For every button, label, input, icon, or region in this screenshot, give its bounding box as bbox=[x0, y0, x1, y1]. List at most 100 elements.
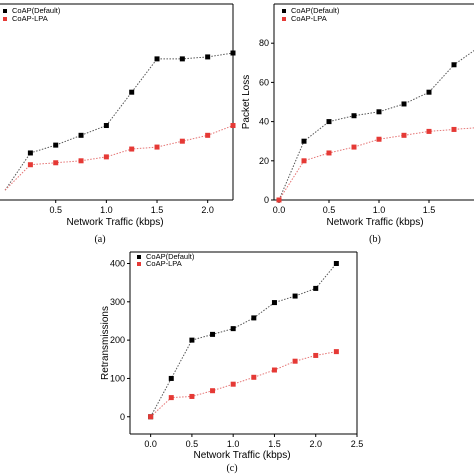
data-point-default bbox=[313, 285, 319, 291]
data-point-default bbox=[78, 132, 84, 138]
legend-label-default: CoAP(Default) bbox=[146, 252, 195, 261]
data-point-lpa bbox=[210, 388, 216, 394]
legend-marker-default bbox=[3, 9, 7, 13]
data-point-lpa bbox=[333, 349, 339, 355]
data-point-lpa bbox=[230, 381, 236, 387]
y-tick-label: 0 bbox=[120, 412, 125, 422]
x-tick-label: 0.5 bbox=[49, 205, 62, 215]
data-point-default bbox=[230, 50, 236, 56]
data-point-lpa bbox=[376, 136, 382, 142]
y-tick-label: 60 bbox=[259, 77, 269, 87]
chart-b-legend: CoAP(Default) CoAP-LPA bbox=[282, 6, 340, 23]
chart-c-legend: CoAP(Default) CoAP-LPA bbox=[137, 252, 195, 268]
chart-a-ticks: 0.5 1.0 1.5 2.0 bbox=[49, 200, 214, 215]
data-point-lpa bbox=[451, 126, 457, 132]
data-point-lpa bbox=[27, 162, 33, 168]
data-point-lpa bbox=[189, 393, 195, 399]
data-point-default bbox=[426, 89, 432, 95]
x-tick-label: 0.0 bbox=[273, 205, 286, 215]
legend-marker-default bbox=[282, 9, 286, 13]
data-point-default bbox=[103, 123, 109, 129]
data-point-lpa bbox=[230, 123, 236, 129]
series-line-default bbox=[150, 263, 337, 417]
y-tick-label: 80 bbox=[259, 38, 269, 48]
chart-c: 0.0 0.5 1.0 1.5 2.0 2.5 0 100 200 300 400 CoAP(Def… bbox=[100, 251, 364, 474]
data-point-lpa bbox=[205, 132, 211, 138]
data-point-lpa bbox=[351, 144, 357, 150]
chart-c-x-label: Network Traffic (kbps) bbox=[193, 450, 290, 461]
data-point-lpa bbox=[78, 158, 84, 164]
chart-c-series-lines bbox=[150, 263, 337, 418]
x-tick-label: 1.5 bbox=[151, 205, 164, 215]
data-point-origin bbox=[148, 414, 154, 420]
data-point-default bbox=[351, 113, 357, 119]
x-tick-label: 1.0 bbox=[373, 205, 386, 215]
legend-label-default: CoAP(Default) bbox=[291, 6, 340, 15]
chart-b-y-label: Packet Loss bbox=[241, 75, 252, 129]
data-point-default bbox=[401, 101, 407, 107]
y-tick-label: 0 bbox=[264, 195, 269, 205]
data-point-lpa bbox=[179, 138, 185, 144]
y-tick-label: 400 bbox=[110, 258, 125, 268]
legend-marker-lpa bbox=[282, 17, 286, 21]
legend-label-lpa: CoAP-LPA bbox=[12, 14, 48, 23]
chart-b-caption: (b) bbox=[369, 234, 381, 245]
data-point-default bbox=[292, 293, 298, 299]
data-point-default bbox=[205, 54, 211, 60]
legend-marker-lpa bbox=[137, 262, 141, 266]
data-point-origin bbox=[276, 197, 282, 203]
series-line-lpa bbox=[150, 351, 337, 418]
data-point-default bbox=[251, 315, 257, 321]
x-tick-label: 2.5 bbox=[351, 439, 364, 449]
y-tick-label: 200 bbox=[110, 335, 125, 345]
x-tick-label: 0.0 bbox=[144, 439, 157, 449]
data-point-lpa bbox=[154, 144, 160, 150]
data-point-lpa bbox=[129, 146, 135, 152]
x-tick-label: 1.0 bbox=[227, 439, 240, 449]
x-tick-label: 1.5 bbox=[268, 439, 281, 449]
x-tick-label: 2.0 bbox=[201, 205, 214, 215]
series-line-lpa bbox=[278, 127, 474, 201]
chart-a: 0.5 1.0 1.5 2.0 CoAP(Default) CoAP-LPA Netw… bbox=[0, 3, 236, 245]
chart-b-series-lines bbox=[278, 50, 474, 201]
series-line-default bbox=[4, 52, 234, 191]
data-point-default bbox=[271, 300, 277, 306]
data-point-lpa bbox=[326, 150, 332, 156]
chart-c-y-label: Retransmissions bbox=[100, 306, 111, 380]
x-tick-label: 1.0 bbox=[100, 205, 113, 215]
x-tick-label: 2.0 bbox=[309, 439, 322, 449]
x-tick-label: 0.5 bbox=[323, 205, 336, 215]
y-tick-label: 100 bbox=[110, 373, 125, 383]
data-point-lpa bbox=[313, 352, 319, 358]
data-point-default bbox=[53, 142, 59, 148]
series-line-lpa bbox=[4, 125, 234, 191]
chart-a-series-lines bbox=[4, 52, 234, 191]
data-point-default bbox=[27, 150, 33, 156]
data-point-lpa bbox=[53, 160, 59, 166]
x-tick-label: 0.5 bbox=[186, 439, 199, 449]
chart-c-caption: (c) bbox=[226, 463, 237, 474]
data-point-default bbox=[376, 109, 382, 115]
data-point-default bbox=[451, 62, 457, 68]
chart-b: 0.0 0.5 1.0 1.5 0 20 40 60 80 CoAP(Default) CoAP… bbox=[241, 3, 474, 245]
chart-a-legend: CoAP(Default) CoAP-LPA bbox=[3, 6, 61, 23]
chart-a-x-label: Network Traffic (kbps) bbox=[66, 217, 163, 228]
legend-label-lpa: CoAP-LPA bbox=[291, 14, 327, 23]
data-point-lpa bbox=[301, 158, 307, 164]
legend-marker-default bbox=[137, 255, 141, 259]
data-point-default bbox=[301, 138, 307, 144]
chart-a-caption: (a) bbox=[94, 234, 105, 245]
y-tick-label: 20 bbox=[259, 156, 269, 166]
y-tick-label: 40 bbox=[259, 117, 269, 127]
x-tick-label: 1.5 bbox=[423, 205, 436, 215]
data-point-lpa bbox=[426, 128, 432, 134]
data-point-lpa bbox=[251, 374, 257, 380]
data-point-default bbox=[179, 56, 185, 62]
data-point-lpa bbox=[168, 395, 174, 401]
y-tick-label: 300 bbox=[110, 297, 125, 307]
data-point-lpa bbox=[292, 358, 298, 364]
series-line-default bbox=[278, 50, 474, 201]
chart-b-x-label: Network Traffic (kbps) bbox=[326, 217, 423, 228]
data-point-lpa bbox=[103, 154, 109, 160]
